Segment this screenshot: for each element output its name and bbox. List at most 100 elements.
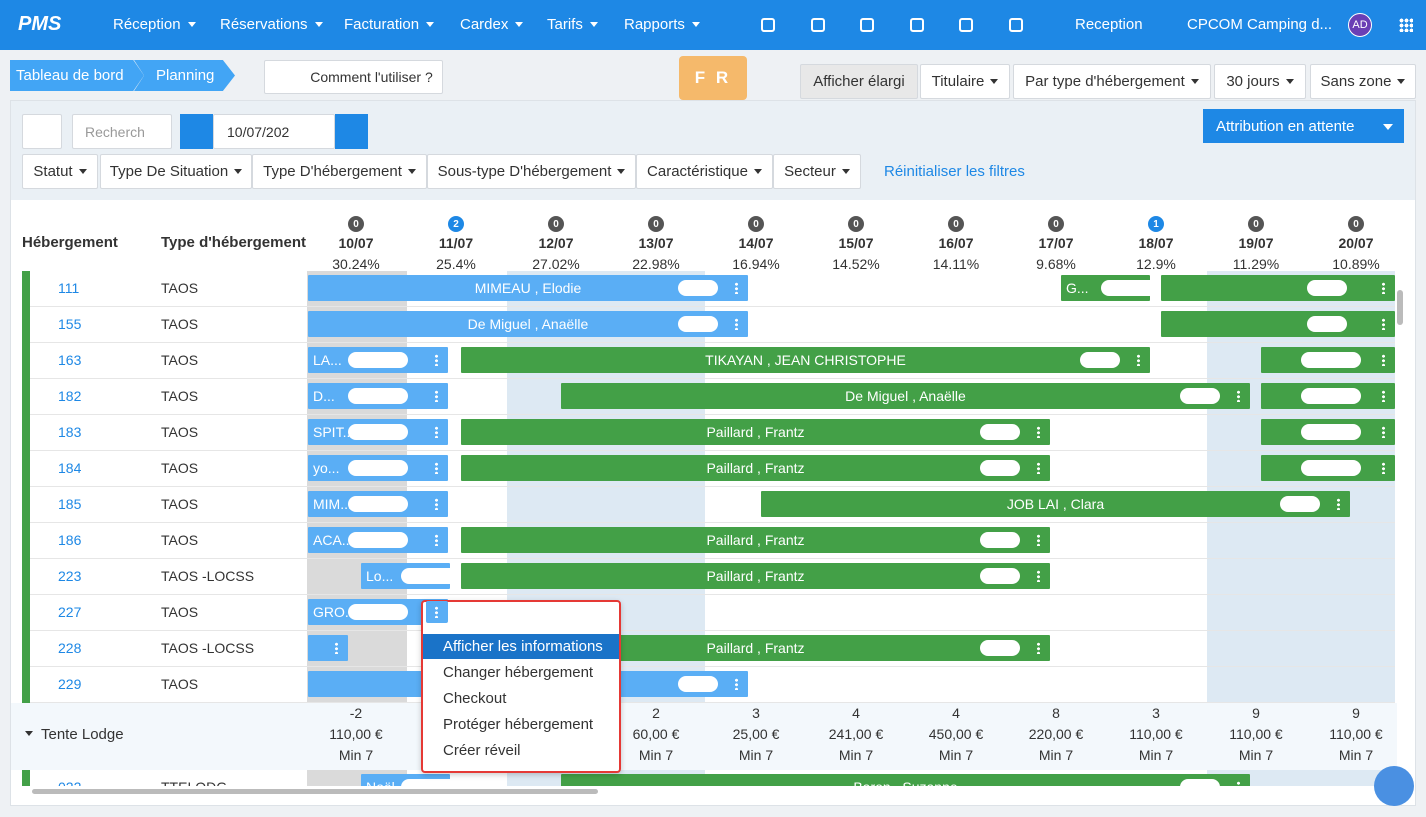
booking-menu[interactable] [1137,282,1140,294]
booking-bar[interactable]: ACA... [308,527,448,553]
booking-bar[interactable] [1261,419,1395,445]
prev-button[interactable] [180,114,213,149]
apps-icon[interactable] [1399,18,1413,32]
booking-bar[interactable]: Noël [361,774,450,786]
booking-menu[interactable] [735,318,738,330]
unit-link[interactable]: 227 [58,604,81,620]
booking-menu[interactable] [435,390,438,402]
booking-menu[interactable] [735,678,738,690]
booking-menu[interactable] [435,534,438,546]
booking-bar[interactable] [1261,383,1395,409]
context-menu-item[interactable]: Changer hébergement [423,660,619,685]
unit-link[interactable]: 223 [58,568,81,584]
booking-menu[interactable] [1337,498,1340,510]
filter-dropdown[interactable]: Sous-type D'hébergement [427,154,636,189]
nav-menu-item[interactable]: Tarifs [547,16,598,33]
camping-button[interactable]: CPCOM Camping d... [1187,16,1332,33]
booking-bar[interactable]: Baron , Suzanne [561,774,1250,786]
booking-bar[interactable]: Paillard , Frantz [461,527,1050,553]
view-option[interactable]: Titulaire [920,64,1010,99]
unit-link[interactable]: 184 [58,460,81,476]
unit-link[interactable]: 111 [58,280,79,296]
booking-bar[interactable]: D... [308,383,448,409]
breadcrumb-item[interactable]: Tableau de bord [10,60,144,91]
nav-icon[interactable] [860,18,874,32]
booking-bar[interactable] [308,635,348,661]
unit-link[interactable]: 163 [58,352,81,368]
help-button[interactable]: Comment l'utiliser ? [264,60,443,94]
booking-bar[interactable] [1161,275,1395,301]
booking-bar[interactable]: De Miguel , Anaëlle [308,311,748,337]
booking-bar[interactable]: MIM... [308,491,448,517]
filter-dropdown[interactable]: Caractéristique [636,154,773,189]
context-menu-item[interactable]: Protéger hébergement [423,712,619,737]
context-trigger[interactable] [426,601,448,623]
booking-bar[interactable]: JOB LAI , Clara [761,491,1350,517]
booking-menu[interactable] [1237,781,1240,786]
unit-link[interactable]: 186 [58,532,81,548]
booking-bar[interactable] [1261,347,1395,373]
booking-bar[interactable]: LA... [308,347,448,373]
booking-menu[interactable] [1137,354,1140,366]
h-scrollbar[interactable] [32,789,598,794]
nav-menu-item[interactable]: Cardex [460,16,523,33]
nav-icon[interactable] [1009,18,1023,32]
view-option[interactable]: Afficher élargi [800,64,918,99]
booking-menu[interactable] [335,642,338,654]
booking-menu[interactable] [1382,462,1385,474]
booking-menu[interactable] [435,354,438,366]
unit-link[interactable]: 155 [58,316,81,332]
booking-bar[interactable]: yo... [308,455,448,481]
booking-menu[interactable] [435,426,438,438]
booking-menu[interactable] [435,606,438,618]
unit-link[interactable]: 022 [58,779,81,786]
booking-menu[interactable] [1037,426,1040,438]
next-button[interactable] [335,114,368,149]
group-name[interactable]: Tente Lodge [41,726,124,743]
filter-dropdown[interactable]: Type De Situation [100,154,252,189]
booking-menu[interactable] [435,462,438,474]
site-button[interactable]: Reception [1075,16,1143,33]
booking-menu[interactable] [1037,462,1040,474]
filter-dropdown[interactable]: Statut [22,154,98,189]
unit-link[interactable]: 183 [58,424,81,440]
context-menu-item[interactable]: Créer réveil [423,738,619,763]
booking-menu[interactable] [1382,354,1385,366]
booking-menu[interactable] [437,781,440,786]
nav-menu-item[interactable]: Rapports [624,16,700,33]
view-option[interactable]: Par type d'hébergement [1013,64,1211,99]
nav-icon[interactable] [910,18,924,32]
search-input[interactable]: Recherch [72,114,172,149]
booking-menu[interactable] [1382,318,1385,330]
booking-menu[interactable] [1237,390,1240,402]
lang-badge[interactable]: F R [679,56,747,100]
booking-menu[interactable] [435,498,438,510]
nav-icon[interactable] [761,18,775,32]
filter-dropdown[interactable]: Secteur [773,154,861,189]
brand[interactable]: PMS [18,13,61,36]
context-menu-item[interactable]: Afficher les informations [423,634,619,659]
avatar[interactable]: AD [1348,13,1372,37]
booking-menu[interactable] [1382,282,1385,294]
pending-button[interactable]: Attribution en attente [1203,109,1404,143]
unit-link[interactable]: 182 [58,388,81,404]
breadcrumb-item[interactable]: Planning [134,60,235,91]
context-menu-item[interactable]: Checkout [423,686,619,711]
booking-bar[interactable]: Paillard , Frantz [461,563,1050,589]
booking-bar[interactable]: MIMEAU , Elodie [308,275,748,301]
refresh-button[interactable] [22,114,62,149]
nav-menu-item[interactable]: Réception [113,16,196,33]
booking-bar[interactable]: De Miguel , Anaëlle [561,383,1250,409]
booking-menu[interactable] [735,282,738,294]
booking-bar[interactable]: G... [1061,275,1150,301]
view-option[interactable]: Sans zone [1310,64,1416,99]
booking-bar[interactable] [1261,455,1395,481]
booking-menu[interactable] [437,570,440,582]
help-fab[interactable] [1374,766,1414,806]
booking-menu[interactable] [1382,390,1385,402]
nav-menu-item[interactable]: Facturation [344,16,434,33]
date-input[interactable]: 10/07/202 [213,114,335,149]
reset-filters-link[interactable]: Réinitialiser les filtres [884,163,1025,180]
booking-menu[interactable] [1037,534,1040,546]
unit-link[interactable]: 185 [58,496,81,512]
